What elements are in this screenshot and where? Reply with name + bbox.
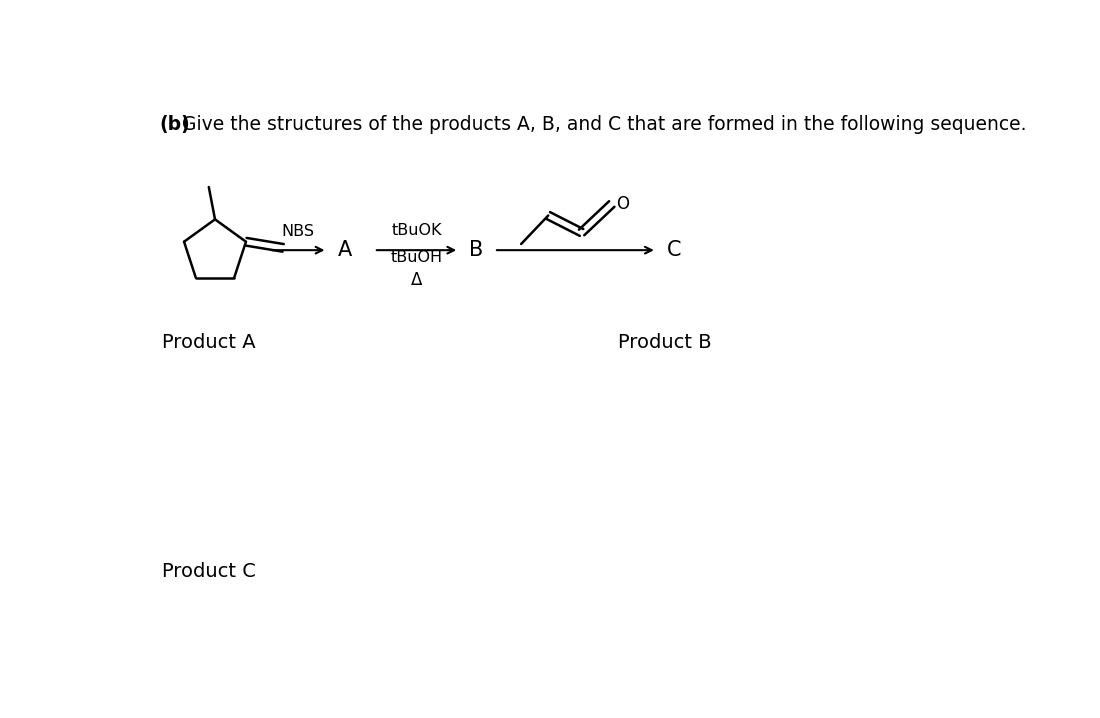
Text: Give the structures of the products A, B, and C that are formed in the following: Give the structures of the products A, B… — [176, 116, 1026, 134]
Text: O: O — [616, 195, 629, 213]
Text: tBuOH: tBuOH — [390, 250, 442, 265]
Text: Product C: Product C — [163, 562, 256, 581]
Text: NBS: NBS — [282, 223, 315, 238]
Text: C: C — [667, 240, 681, 260]
Text: tBuOK: tBuOK — [392, 223, 442, 238]
Text: Δ: Δ — [410, 271, 422, 289]
Text: (b): (b) — [160, 116, 190, 134]
Text: A: A — [338, 240, 352, 260]
Text: Product A: Product A — [163, 332, 256, 352]
Text: B: B — [470, 240, 484, 260]
Text: Product B: Product B — [618, 332, 712, 352]
